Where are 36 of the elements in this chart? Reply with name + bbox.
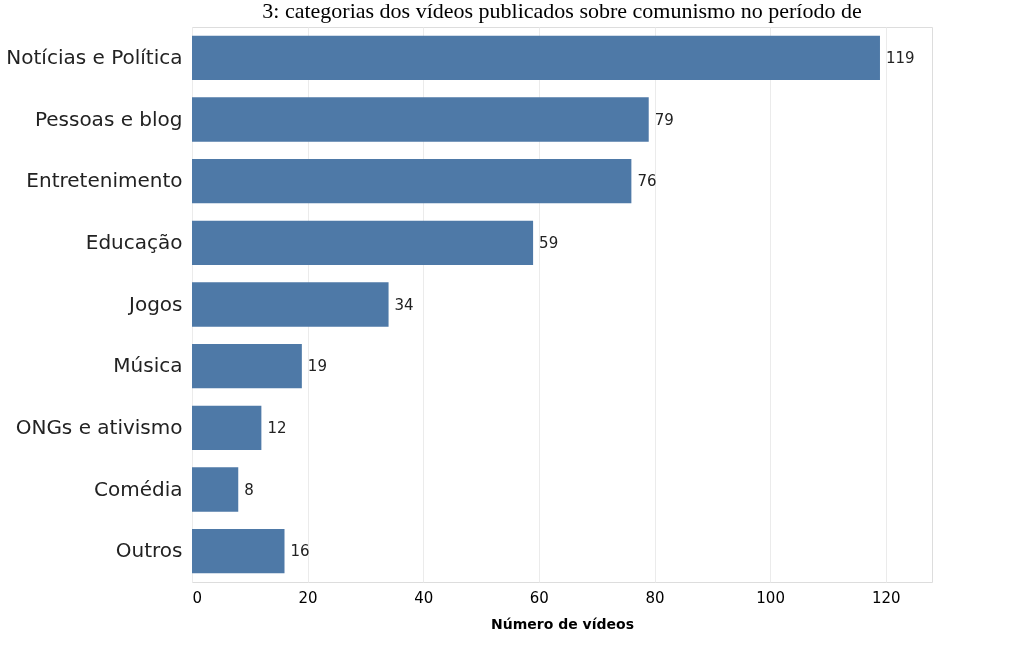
chart-title: 3: categorias dos vídeos publicados sobre comunismo no período de — [262, 0, 862, 23]
bar — [192, 282, 389, 327]
x-tick-label: 20 — [298, 588, 318, 607]
bar — [192, 528, 285, 574]
data-label: 34 — [394, 295, 414, 314]
y-tick-label: Jogos — [127, 291, 183, 316]
data-label: 16 — [290, 542, 310, 561]
data-label: 79 — [654, 110, 674, 129]
data-label: 12 — [267, 418, 287, 437]
data-label: 59 — [539, 233, 559, 252]
data-label: 19 — [307, 357, 327, 376]
x-tick-label: 60 — [529, 588, 549, 607]
bar — [192, 405, 262, 451]
y-tick-label: Comédia — [94, 476, 183, 501]
y-tick-label: Música — [113, 353, 183, 378]
x-tick-label: 100 — [756, 588, 785, 607]
bar — [192, 35, 880, 81]
data-label: 8 — [244, 480, 254, 499]
x-tick-label: 0 — [192, 588, 203, 607]
y-tick-label: Entretenimento — [26, 168, 183, 193]
bar — [192, 97, 649, 142]
y-tick-label: Outros — [115, 538, 183, 563]
y-tick-label: Notícias e Política — [6, 44, 183, 69]
x-tick-label: 40 — [414, 588, 434, 607]
bar — [192, 467, 239, 512]
x-axis-title: Número de vídeos — [491, 615, 634, 632]
y-tick-label: Educação — [85, 229, 183, 254]
y-tick-label: Pessoas e blog — [34, 106, 183, 131]
bar — [192, 343, 302, 389]
data-label: 76 — [637, 172, 657, 191]
x-tick-label: 120 — [871, 588, 901, 607]
y-tick-label: ONGs e ativismo — [15, 414, 183, 439]
x-tick-label: 80 — [645, 588, 665, 607]
bar — [192, 158, 632, 204]
data-label: 119 — [885, 48, 915, 67]
bar — [192, 220, 534, 266]
